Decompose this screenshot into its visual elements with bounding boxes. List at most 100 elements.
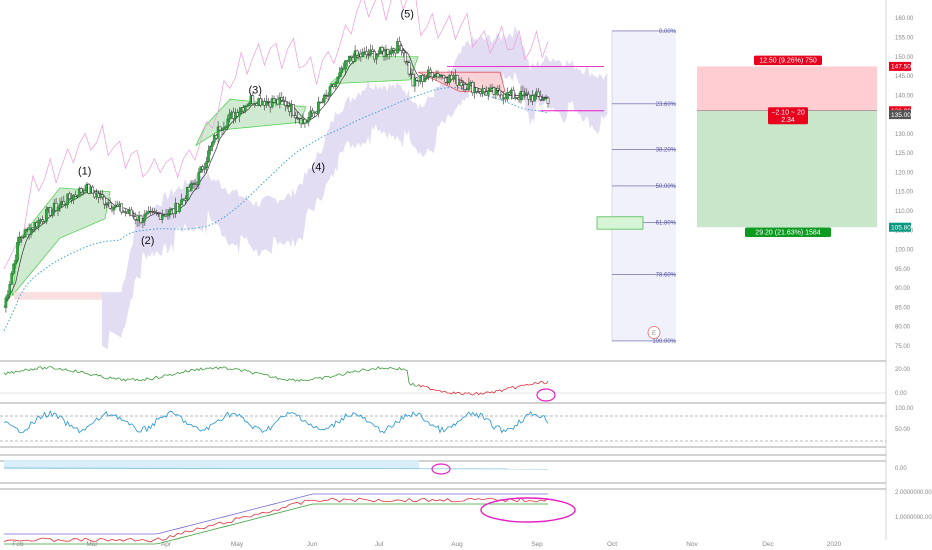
indicator-tick-label: 0.00 <box>895 391 907 397</box>
stop-label <box>754 55 822 66</box>
candle <box>43 221 46 223</box>
candle <box>66 193 70 205</box>
indicator-panes <box>0 0 887 545</box>
earnings-marker-letter: E <box>652 331 656 337</box>
time-tick-label: May <box>231 541 244 548</box>
candle <box>349 55 353 58</box>
candle <box>29 227 33 235</box>
candle <box>64 204 68 206</box>
candle <box>307 117 311 122</box>
candle <box>245 105 249 107</box>
candle <box>79 188 83 193</box>
candle <box>328 86 332 97</box>
candle <box>392 48 396 51</box>
candle <box>415 77 419 81</box>
price-label-text: 135.00 <box>891 112 911 119</box>
candle <box>361 52 365 58</box>
candle <box>209 146 212 152</box>
candle <box>284 100 287 106</box>
candle <box>222 127 226 131</box>
candle <box>475 87 478 92</box>
candle <box>45 209 48 222</box>
price-tick-label: 80.00 <box>895 325 911 331</box>
candle <box>237 111 241 117</box>
candle <box>511 89 515 99</box>
candle <box>226 118 230 127</box>
wave-label: (1) <box>78 165 91 177</box>
price-tick-label: 100.00 <box>895 248 914 254</box>
indicator-tick-label: 2.0000000.00 <box>895 490 932 496</box>
price-axis[interactable]: 160.00 155.00 150.00 145.00 140.00 130.00 125.… <box>889 16 932 521</box>
candle <box>197 172 201 185</box>
candle <box>486 90 490 96</box>
candle <box>77 188 81 198</box>
candle <box>371 49 374 52</box>
candle <box>344 60 347 70</box>
candle <box>101 194 104 198</box>
time-tick-label: 2020 <box>827 541 842 548</box>
candle <box>286 105 289 107</box>
candle <box>322 94 326 103</box>
price-tick-label: 140.00 <box>895 93 914 99</box>
candle <box>265 100 268 106</box>
candle <box>108 202 112 209</box>
price-tick-label: 155.00 <box>895 35 914 41</box>
price-tick-label: 85.00 <box>895 305 911 311</box>
candle <box>432 76 436 78</box>
candle <box>482 88 486 93</box>
candle <box>334 82 338 87</box>
candle <box>112 206 116 211</box>
candle <box>305 121 309 124</box>
candle <box>14 259 17 265</box>
candle <box>220 129 224 131</box>
candle <box>292 104 295 116</box>
candle <box>444 77 448 83</box>
candle <box>459 82 463 86</box>
price-tick-label: 120.00 <box>895 170 914 176</box>
candle <box>309 110 313 118</box>
candle <box>218 126 222 131</box>
rsi-line <box>3 409 549 434</box>
price-tick-label: 110.00 <box>895 209 914 215</box>
candle <box>251 95 255 104</box>
candle <box>16 242 19 261</box>
indicator-tick-label: 1.0000000.00 <box>895 515 932 521</box>
candle <box>401 50 405 54</box>
candle <box>423 78 426 82</box>
time-axis[interactable]: Feb Mar Apr May Jun Jul Aug Sep Oct Nov Dec 2020 <box>12 541 841 548</box>
candle <box>303 118 307 124</box>
oscillator-line-green <box>3 366 420 387</box>
candle <box>207 150 210 162</box>
volume-line <box>3 497 549 543</box>
candle <box>365 51 369 56</box>
candle <box>243 105 247 112</box>
candle <box>450 74 453 80</box>
candle <box>386 49 390 55</box>
price-label-box <box>889 110 911 120</box>
candle <box>293 115 297 118</box>
price-tick-label: 115.00 <box>895 190 914 196</box>
candle <box>180 199 183 206</box>
candle <box>542 97 546 101</box>
fib-level-label: 23.60% <box>656 102 677 108</box>
candle <box>369 49 372 56</box>
candle <box>270 98 274 108</box>
candle <box>347 55 351 62</box>
earnings-marker-icon <box>647 326 661 339</box>
ichimoku-cloud <box>101 25 608 350</box>
candle <box>266 100 270 103</box>
candle <box>68 193 71 200</box>
candle <box>102 196 106 205</box>
take-profit-zone <box>697 110 877 228</box>
candle <box>537 91 540 97</box>
candle <box>178 204 181 212</box>
candle <box>506 92 509 100</box>
time-tick-label: Apr <box>161 541 172 548</box>
highlight-circle-2 <box>431 463 451 475</box>
price-label-text: 147.50 <box>891 64 911 71</box>
candle <box>317 101 320 114</box>
candle <box>10 273 14 285</box>
candle <box>494 87 498 95</box>
envelope-line <box>3 0 549 270</box>
